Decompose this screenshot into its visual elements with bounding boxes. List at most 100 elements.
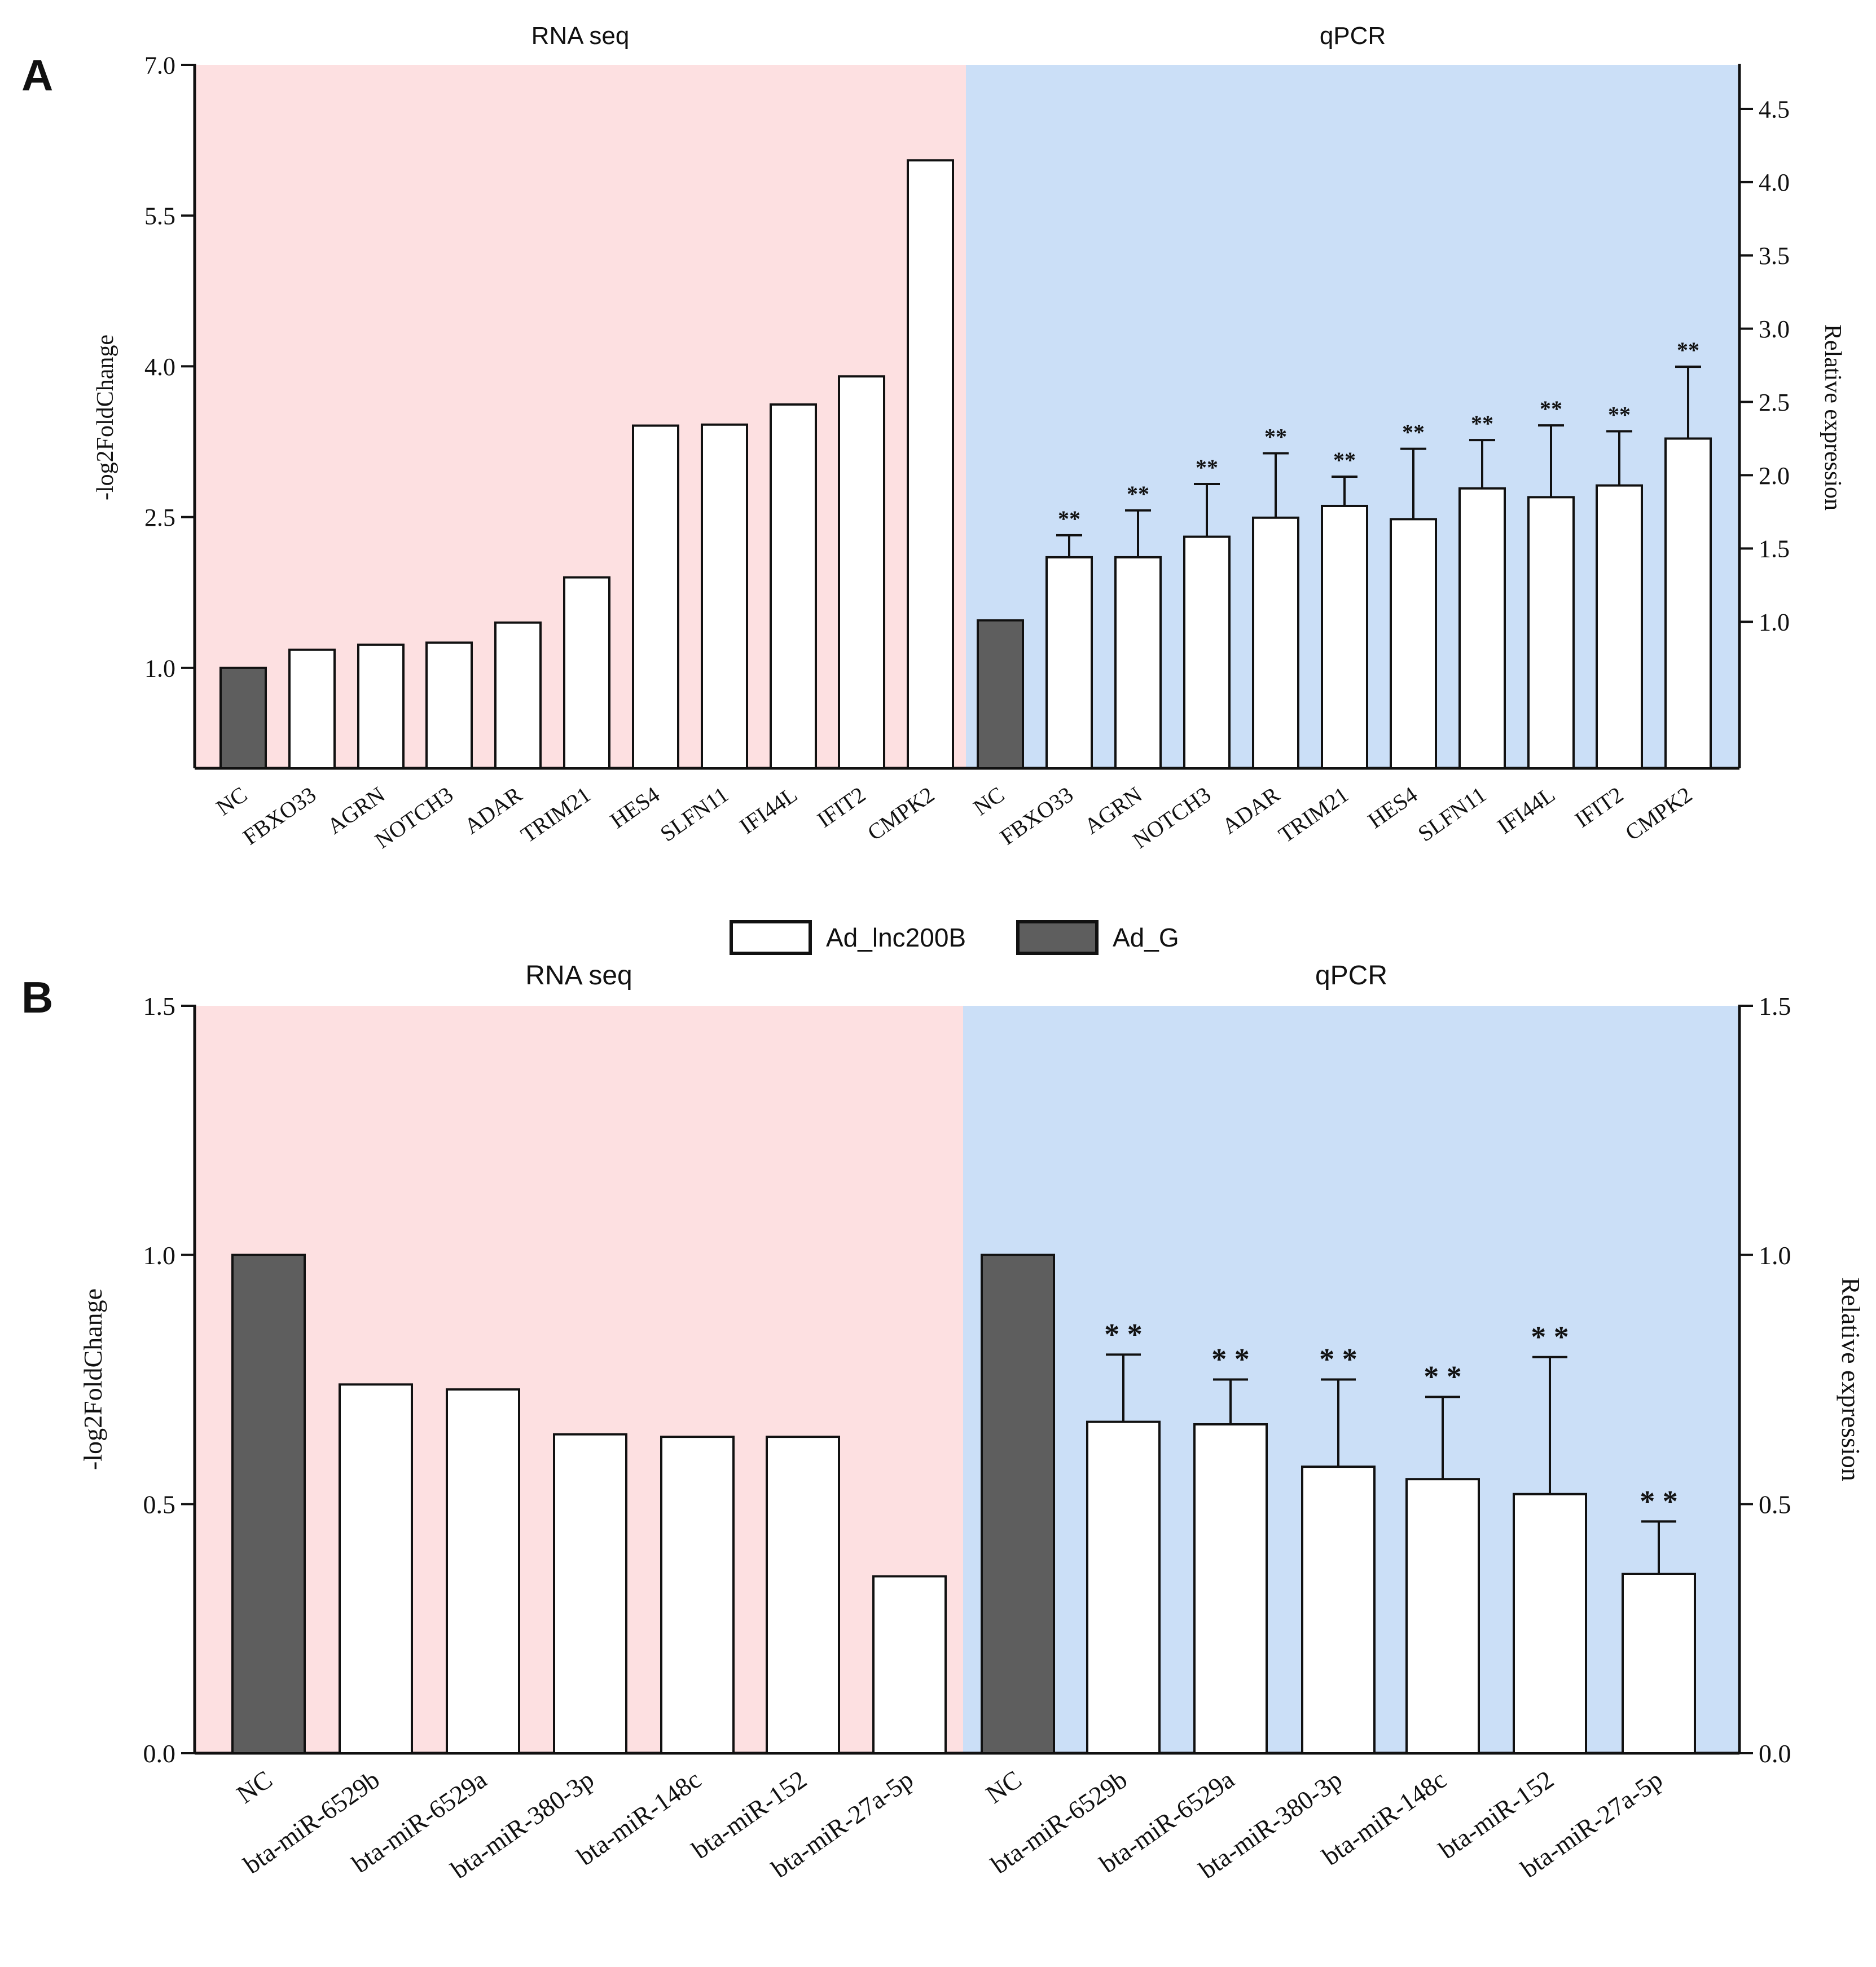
category-label: NOTCH3	[1128, 782, 1215, 853]
legend-swatch	[1016, 920, 1099, 955]
significance-label: **	[1264, 424, 1287, 449]
significance-label: **	[1608, 402, 1631, 427]
treatment-bar	[872, 1575, 947, 1755]
category-label: NOTCH3	[370, 782, 458, 853]
category-label: TRIM21	[1274, 782, 1353, 848]
significance-label: **	[1471, 411, 1493, 436]
treatment-bar	[766, 1436, 840, 1754]
right-axis-label: Relative expression	[1820, 324, 1846, 511]
treatment-bar	[660, 1436, 735, 1754]
treatment-bar	[701, 423, 748, 769]
category-label: ADAR	[1218, 781, 1285, 839]
left-tick-label: 2.5	[144, 504, 175, 531]
treatment-bar	[1527, 496, 1575, 770]
treatment-bar	[425, 641, 473, 769]
significance-label: * *	[1211, 1343, 1250, 1376]
category-label: NC	[969, 782, 1009, 821]
significance-label: **	[1127, 481, 1149, 507]
category-label: NC	[981, 1764, 1027, 1808]
significance-label: * *	[1531, 1320, 1569, 1354]
left-axis-label: -log2FoldChange	[93, 335, 118, 500]
treatment-bar	[838, 375, 885, 769]
significance-label: **	[1058, 506, 1080, 531]
category-label: NC	[231, 1764, 278, 1808]
right-tick-label: 4.0	[1759, 169, 1790, 196]
treatment-bar	[357, 643, 405, 769]
category-label: IFIT2	[812, 782, 870, 833]
panel-letter: A	[21, 50, 53, 100]
left-tick-label: 5.5	[144, 203, 175, 230]
significance-label: **	[1540, 396, 1562, 421]
left-tick-label: 4.0	[144, 353, 175, 381]
treatment-bar	[1513, 1493, 1587, 1755]
significance-label: * *	[1640, 1484, 1678, 1518]
left-tick-label: 1.5	[143, 992, 176, 1020]
right-tick-label: 0.5	[1759, 1490, 1791, 1519]
treatment-bar	[553, 1433, 627, 1755]
category-label: IFI44L	[735, 782, 802, 839]
control-bar	[219, 666, 267, 770]
treatment-bar	[1458, 487, 1506, 769]
treatment-bar	[1183, 535, 1231, 769]
right-axis-label: Relative expression	[1837, 1277, 1865, 1481]
treatment-bar	[1193, 1423, 1268, 1754]
treatment-bar	[770, 403, 817, 769]
treatment-bar	[1664, 437, 1712, 769]
treatment-bar	[446, 1388, 520, 1755]
left-tick-label: 7.0	[144, 51, 175, 79]
treatment-bar	[1045, 556, 1093, 770]
legend-label: Ad_G	[1113, 923, 1179, 952]
category-label: TRIM21	[516, 782, 595, 848]
panel-letter: B	[21, 973, 53, 1022]
treatment-bar	[632, 424, 679, 769]
left-tick-label: 0.5	[143, 1490, 176, 1519]
significance-label: **	[1333, 447, 1356, 473]
treatment-bar	[1301, 1466, 1376, 1754]
category-label: ADAR	[460, 781, 527, 839]
right-tick-label: 1.5	[1759, 535, 1790, 563]
category-label: FBXO33	[238, 782, 320, 850]
section-title-qpcr: qPCR	[1320, 22, 1386, 50]
significance-label: * *	[1104, 1317, 1143, 1351]
significance-label: * *	[1319, 1343, 1357, 1376]
treatment-bar	[494, 621, 542, 769]
left-tick-label: 0.0	[143, 1739, 176, 1768]
control-bar	[981, 1253, 1055, 1755]
category-label: CMPK2	[863, 782, 939, 846]
treatment-bar	[907, 159, 954, 769]
treatment-bar	[563, 576, 610, 769]
treatment-bar	[288, 648, 336, 769]
significance-label: * *	[1424, 1359, 1462, 1393]
right-tick-label: 2.0	[1759, 462, 1790, 490]
right-tick-label: 1.0	[1759, 609, 1790, 636]
category-label: IFI44L	[1493, 782, 1560, 839]
significance-label: **	[1196, 455, 1218, 480]
category-label: CMPK2	[1620, 782, 1697, 846]
left-tick-label: 1.0	[143, 1241, 176, 1270]
treatment-bar	[1321, 504, 1368, 769]
significance-label: **	[1402, 420, 1425, 445]
treatment-bar	[1390, 518, 1437, 770]
section-title-rna-seq: RNA seq	[525, 961, 632, 991]
category-label: SLFN11	[656, 782, 733, 847]
legend: Ad_lnc200B Ad_G	[730, 920, 1179, 955]
left-axis-label: -log2FoldChange	[78, 1288, 107, 1470]
category-label: IFIT2	[1570, 782, 1628, 833]
right-tick-label: 4.5	[1759, 95, 1790, 123]
significance-label: **	[1677, 337, 1699, 363]
section-title-rna-seq: RNA seq	[531, 22, 630, 50]
right-tick-label: 1.5	[1759, 992, 1791, 1020]
control-bar	[977, 619, 1024, 770]
right-tick-label: 1.0	[1759, 1241, 1791, 1270]
panel-a: A RNA seq qPCR 1.0 2.5 4.0 5.5 7.0 1.0 1.5 2.0 2.5 3…	[21, 22, 1846, 853]
legend-label: Ad_lnc200B	[826, 923, 966, 952]
category-label: FBXO33	[995, 782, 1078, 850]
treatment-bar	[1622, 1573, 1696, 1754]
treatment-bar	[1114, 556, 1162, 770]
treatment-bar	[1252, 516, 1299, 769]
treatment-bar	[1596, 484, 1643, 770]
panel-b: B RNA seq qPCR 0.0 0.5 1.0 1.5 0.0 0.5 1.0 1.5 -log…	[21, 961, 1865, 1884]
category-label: SLFN11	[1413, 782, 1491, 847]
right-tick-label: 3.0	[1759, 315, 1790, 343]
